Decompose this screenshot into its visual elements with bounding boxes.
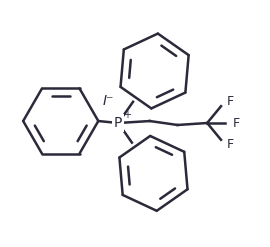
Text: I⁻: I⁻ xyxy=(103,94,114,108)
Text: F: F xyxy=(227,138,234,151)
Text: +: + xyxy=(123,110,131,120)
Text: P: P xyxy=(114,116,122,130)
Text: F: F xyxy=(233,117,240,129)
Text: F: F xyxy=(227,95,234,108)
